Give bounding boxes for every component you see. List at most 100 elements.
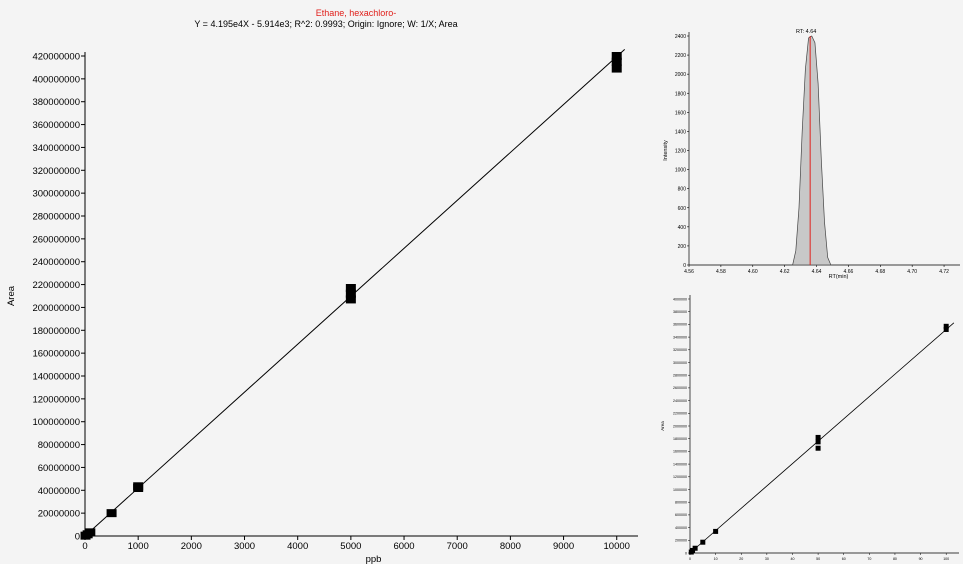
y-tick-label: 180000000 xyxy=(32,326,80,337)
x-tick-label: 80 xyxy=(893,557,897,561)
y-tick-label: 420000000 xyxy=(32,52,80,63)
x-axis-label: RT(min) xyxy=(829,274,849,280)
x-tick-label: 10 xyxy=(714,557,718,561)
chart-title: Ethane, hexachloro- xyxy=(316,8,397,18)
y-tick-label: 360000000 xyxy=(32,120,80,131)
y-tick-label: 2800000 xyxy=(673,374,687,378)
x-tick-label: 4.56 xyxy=(684,269,694,275)
y-tick-label: 3800000 xyxy=(673,310,687,314)
rt-label: RT: 4.64 xyxy=(796,29,816,35)
y-tick-label: 40000000 xyxy=(38,486,80,497)
x-tick-label: 4.72 xyxy=(939,269,949,275)
data-point xyxy=(85,528,96,537)
x-tick-label: 6000 xyxy=(393,541,414,552)
y-tick-label: 1000000 xyxy=(673,488,687,492)
x-tick-label: 4.66 xyxy=(844,269,854,275)
y-tick-label: 2000000 xyxy=(673,424,687,428)
x-tick-label: 8000 xyxy=(500,541,521,552)
y-tick-label: 200 xyxy=(678,244,687,250)
y-tick-label: 0 xyxy=(683,263,686,269)
y-tick-label: 260000000 xyxy=(32,234,80,245)
y-tick-label: 600 xyxy=(678,206,687,212)
y-tick-label: 1400000 xyxy=(673,462,687,466)
x-tick-label: 4.60 xyxy=(748,269,758,275)
x-tick-label: 4.58 xyxy=(716,269,726,275)
y-axis-label: Area xyxy=(660,421,665,431)
data-point xyxy=(815,445,821,451)
x-tick-label: 60 xyxy=(842,557,846,561)
y-tick-label: 3000000 xyxy=(673,361,687,365)
y-tick-label: 60000000 xyxy=(38,463,80,474)
data-point xyxy=(611,57,622,66)
x-tick-label: 4.70 xyxy=(907,269,917,275)
y-tick-label: 3200000 xyxy=(673,348,687,352)
data-point xyxy=(133,482,144,491)
x-tick-label: 1000 xyxy=(128,541,149,552)
data-point xyxy=(713,528,719,534)
y-tick-label: 300000000 xyxy=(32,189,80,200)
y-tick-label: 280000000 xyxy=(32,212,80,223)
x-tick-label: 10000 xyxy=(604,541,630,552)
x-tick-label: 40 xyxy=(790,557,794,561)
data-point xyxy=(943,326,949,332)
data-point xyxy=(815,434,821,440)
data-point xyxy=(611,64,622,73)
x-tick-label: 2000 xyxy=(181,541,202,552)
y-tick-label: 1800 xyxy=(675,91,686,97)
y-tick-label: 3400000 xyxy=(673,335,687,339)
y-tick-label: 800000 xyxy=(675,501,687,505)
x-tick-label: 100 xyxy=(943,557,949,561)
chromatogram-peak-chart: 0 200 400 600 800 1000 1200 1400 1600 1800 2000 220… xyxy=(663,29,960,280)
y-tick-label: 2400000 xyxy=(673,399,687,403)
y-tick-label: 80000000 xyxy=(38,440,80,451)
y-tick-label: 3600000 xyxy=(673,323,687,327)
y-tick-label: 800 xyxy=(678,187,687,193)
x-tick-label: 5000 xyxy=(340,541,361,552)
y-tick-label: 2200000 xyxy=(673,412,687,416)
x-tick-label: 0 xyxy=(689,557,691,561)
y-tick-label: 400000 xyxy=(675,526,687,530)
calibration-curve-chart: Ethane, hexachloro- Y = 4.195e4X - 5.914… xyxy=(6,8,638,564)
y-tick-label: 240000000 xyxy=(32,257,80,268)
y-tick-label: 120000000 xyxy=(32,394,80,405)
y-tick-label: 0 xyxy=(685,551,687,555)
low-range-calibration-chart: 0 200000 400000 600000 800000 1000000 1200000 1… xyxy=(660,295,959,561)
x-tick-label: 3000 xyxy=(234,541,255,552)
y-tick-label: 400 xyxy=(678,225,687,231)
y-tick-label: 1200 xyxy=(675,149,686,155)
data-point xyxy=(700,539,706,545)
data-point xyxy=(692,545,698,551)
x-tick-label: 4.68 xyxy=(875,269,885,275)
y-tick-label: 1000 xyxy=(675,168,686,174)
x-tick-label: 70 xyxy=(867,557,871,561)
y-tick-label: 200000 xyxy=(675,539,687,543)
x-tick-label: 50 xyxy=(816,557,820,561)
x-tick-label: 4000 xyxy=(287,541,308,552)
y-tick-label: 20000000 xyxy=(38,509,80,520)
y-tick-label: 1600000 xyxy=(673,450,687,454)
data-point xyxy=(943,323,949,329)
x-tick-label: 20 xyxy=(739,557,743,561)
x-axis-label: ppb xyxy=(366,554,382,564)
y-tick-label: 600000 xyxy=(675,513,687,517)
y-tick-label: 160000000 xyxy=(32,349,80,360)
y-tick-label: 2600000 xyxy=(673,386,687,390)
x-tick-label: 0 xyxy=(82,541,87,552)
data-point xyxy=(815,439,821,445)
data-point xyxy=(345,289,356,298)
y-tick-label: 1200000 xyxy=(673,475,687,479)
data-point xyxy=(690,547,696,553)
y-tick-label: 4000000 xyxy=(673,297,687,301)
y-tick-label: 2000 xyxy=(675,72,686,78)
x-tick-label: 9000 xyxy=(553,541,574,552)
data-point xyxy=(611,52,622,60)
data-point xyxy=(345,295,356,304)
regression-line xyxy=(689,322,955,554)
y-tick-label: 100000000 xyxy=(32,417,80,428)
y-tick-label: 1600 xyxy=(675,110,686,116)
x-tick-label: 30 xyxy=(765,557,769,561)
x-tick-label: 7000 xyxy=(447,541,468,552)
y-axis-label: Intensity xyxy=(663,140,669,161)
y-tick-label: 1800000 xyxy=(673,437,687,441)
